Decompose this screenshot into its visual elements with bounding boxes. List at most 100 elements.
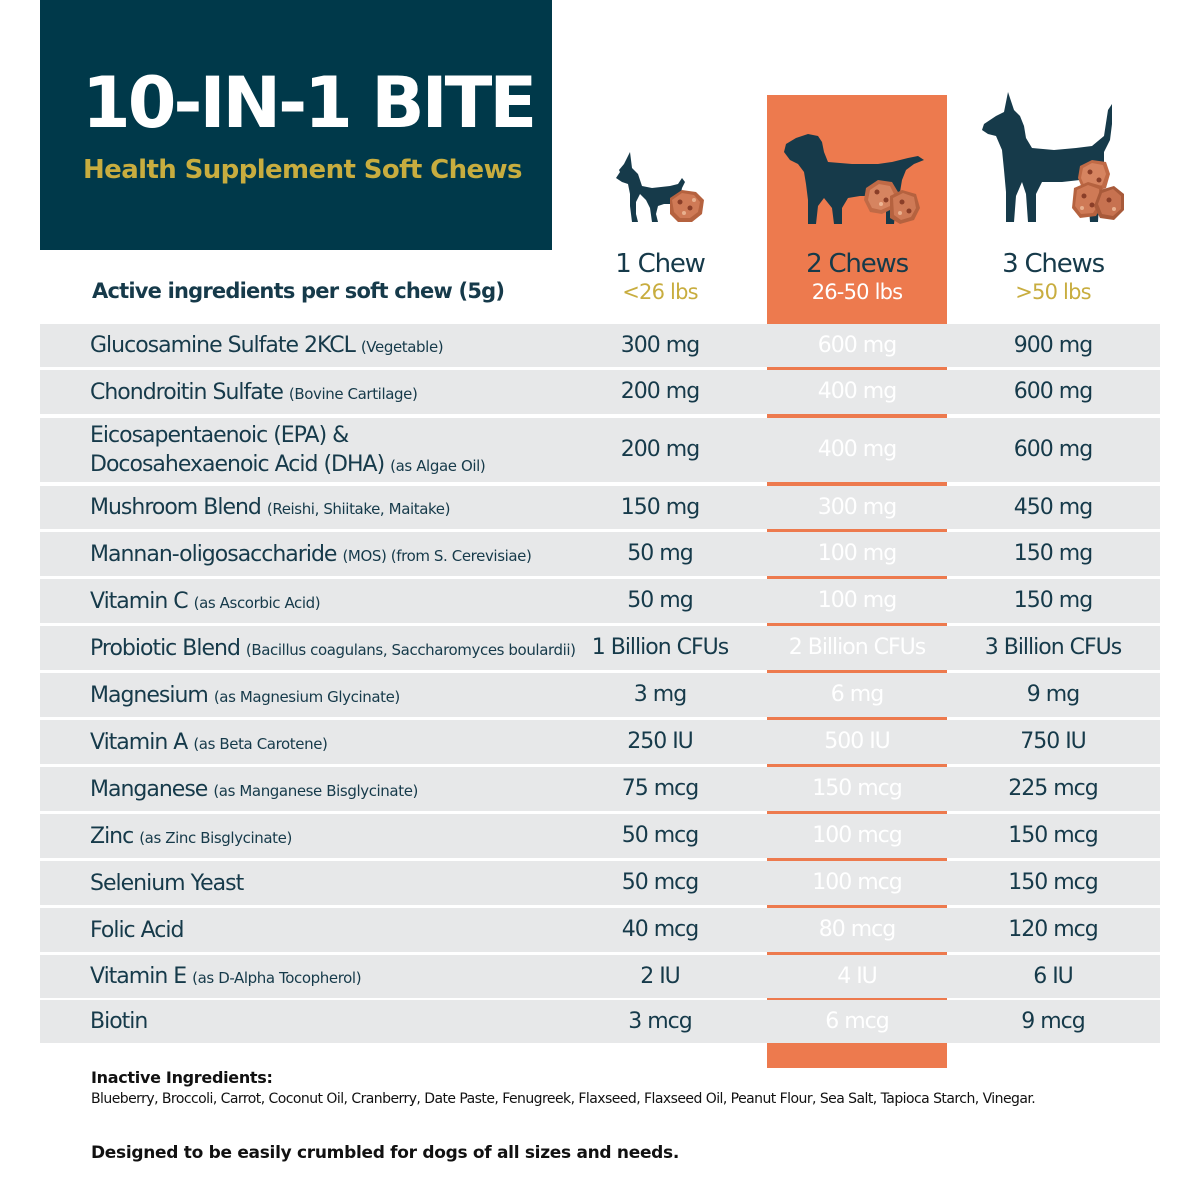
dose-value: 750 IU [1020, 729, 1087, 754]
ingredient-name-text: Docosahexaenoic Acid (DHA) [90, 452, 385, 477]
dose-value: 3 Billion CFUs [984, 635, 1123, 660]
ingredient-note: (Vegetable) [360, 338, 444, 356]
ingredient-name-text: Probiotic Blend [90, 636, 241, 661]
title-banner: 10-IN-1 BITE Health Supplement Soft Chew… [40, 0, 552, 250]
ingredient-name-text: Chondroitin Sulfate [90, 380, 284, 405]
ingredient-name-text: Manganese [90, 777, 208, 802]
ingredient-name: Magnesium (as Magnesium Glycinate) [90, 681, 400, 712]
ingredient-name-line2: Docosahexaenoic Acid (DHA) (as Algae Oil… [90, 450, 486, 481]
dose-value: 9 mg [1026, 682, 1080, 707]
dose-value: 2 IU [640, 964, 681, 989]
ingredient-name-text: Folic Acid [90, 918, 184, 943]
medium-dog-icon [784, 134, 924, 224]
dose-value: 50 mcg [621, 823, 699, 848]
dose-value: 100 mg [817, 541, 897, 566]
table-row [40, 767, 1160, 811]
ingredient-name: Mushroom Blend (Reishi, Shiitake, Maitak… [90, 493, 450, 524]
dose-value: 50 mg [627, 588, 693, 613]
table-row [40, 532, 1160, 576]
ingredient-name-text: Glucosamine Sulfate 2KCL [90, 333, 356, 358]
dose-value: 150 mg [1013, 588, 1093, 613]
ingredient-name: Manganese (as Manganese Bisglycinate) [90, 775, 418, 806]
inactive-ingredients-list: Blueberry, Broccoli, Carrot, Coconut Oil… [91, 1091, 1036, 1107]
ingredient-name: Vitamin E (as D-Alpha Tocopherol) [90, 962, 362, 993]
dose-value: 150 mcg [1008, 870, 1098, 895]
dose-value: 120 mcg [1008, 917, 1098, 942]
dose-value: 150 mcg [1008, 823, 1098, 848]
ingredient-note: (Bacillus coagulans, Saccharomyces boula… [245, 641, 576, 659]
table-row [40, 579, 1160, 623]
dosage-header-medium: 2 Chews 26-50 lbs [767, 249, 947, 305]
dose-value: 100 mcg [812, 823, 902, 848]
weight-range: >50 lbs [1015, 280, 1091, 304]
product-title: 10-IN-1 BITE [82, 62, 537, 144]
dose-value: 3 mg [633, 682, 687, 707]
product-subtitle: Health Supplement Soft Chews [83, 155, 522, 185]
ingredient-name: Biotin [90, 1007, 148, 1036]
ingredient-note: (Reishi, Shiitake, Maitake) [266, 500, 451, 518]
ingredient-note: (as Magnesium Glycinate) [213, 688, 400, 706]
ingredient-name-text: Biotin [90, 1009, 148, 1034]
dose-value: 100 mcg [812, 870, 902, 895]
ingredient-name: Vitamin C (as Ascorbic Acid) [90, 587, 321, 618]
dose-value: 150 mg [1013, 541, 1093, 566]
table-row [40, 626, 1160, 670]
ingredient-name-text: Zinc [90, 824, 134, 849]
dose-value: 200 mg [620, 379, 700, 404]
dose-value: 3 mcg [628, 1009, 692, 1034]
dose-value: 4 IU [837, 964, 878, 989]
dose-value: 450 mg [1013, 495, 1093, 520]
ingredient-name: Eicosapentaenoic (EPA) & Docosahexaenoic … [90, 421, 486, 481]
footer-note: Designed to be easily crumbled for dogs … [91, 1143, 680, 1163]
table-row [40, 908, 1160, 952]
dose-value: 50 mg [627, 541, 693, 566]
dose-value: 900 mg [1013, 333, 1093, 358]
ingredient-name: Vitamin A (as Beta Carotene) [90, 728, 328, 759]
ingredient-name: Zinc (as Zinc Bisglycinate) [90, 822, 292, 853]
chews-count: 3 Chews [1002, 249, 1105, 279]
ingredient-name-text: Magnesium [90, 683, 209, 708]
large-dog-icon [982, 92, 1124, 222]
dose-value: 100 mg [817, 588, 897, 613]
ingredient-name: Probiotic Blend (Bacillus coagulans, Sac… [90, 634, 576, 665]
chews-count: 1 Chew [615, 249, 706, 279]
dose-value: 50 mcg [621, 870, 699, 895]
dose-value: 400 mg [817, 379, 897, 404]
weight-range: 26-50 lbs [811, 280, 903, 304]
dose-value: 600 mg [817, 333, 897, 358]
ingredient-name: Folic Acid [90, 916, 184, 945]
ingredient-note: (as Zinc Bisglycinate) [139, 829, 292, 847]
dosage-header-small: 1 Chew <26 lbs [570, 249, 750, 305]
active-ingredients-label: Active ingredients per soft chew (5g) [92, 279, 505, 303]
ingredient-note: (MOS) (from S. Cerevisiae) [342, 547, 532, 565]
table-row [40, 955, 1160, 998]
weight-range: <26 lbs [622, 280, 698, 304]
dose-value: 75 mcg [621, 776, 699, 801]
ingredient-note: (as Manganese Bisglycinate) [213, 782, 418, 800]
inactive-ingredients-title: Inactive Ingredients: [91, 1068, 273, 1087]
small-dog-icon [612, 152, 704, 222]
ingredient-name: Glucosamine Sulfate 2KCL (Vegetable) [90, 331, 444, 362]
ingredient-note: (as Ascorbic Acid) [193, 594, 321, 612]
ingredient-name: Chondroitin Sulfate (Bovine Cartilage) [90, 378, 418, 409]
chews-count: 2 Chews [806, 249, 909, 279]
dose-value: 300 mg [817, 495, 897, 520]
ingredient-name-text: Vitamin C [90, 589, 189, 614]
ingredient-name-text: Vitamin E [90, 964, 187, 989]
dose-value: 150 mg [620, 495, 700, 520]
dose-value: 2 Billion CFUs [788, 635, 927, 660]
table-row [40, 1000, 1160, 1043]
dose-value: 150 mcg [812, 776, 902, 801]
table-row [40, 324, 1160, 367]
ingredient-note: (as D-Alpha Tocopherol) [192, 969, 362, 987]
table-row [40, 486, 1160, 529]
table-row [40, 861, 1160, 905]
ingredient-note: (as Algae Oil) [390, 457, 486, 475]
dose-value: 200 mg [620, 437, 700, 462]
ingredient-name-text: Mannan-oligosaccharide [90, 542, 337, 567]
table-row [40, 720, 1160, 764]
ingredient-name-text: Vitamin A [90, 730, 188, 755]
dose-value: 600 mg [1013, 379, 1093, 404]
table-row [40, 370, 1160, 414]
dose-value: 6 mcg [825, 1009, 889, 1034]
